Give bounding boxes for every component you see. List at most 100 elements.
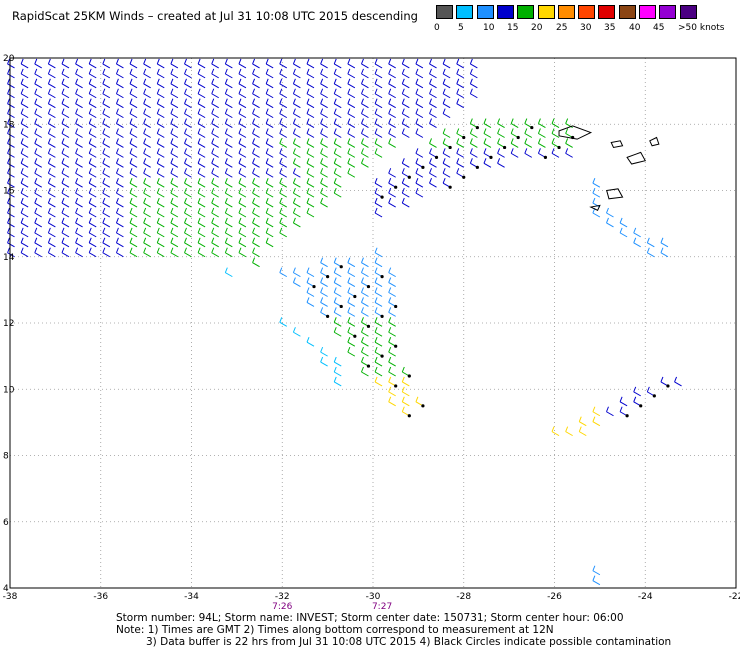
wind-barb	[347, 277, 356, 287]
wind-barb	[537, 128, 546, 138]
wind-barb	[75, 178, 83, 188]
wind-barb	[320, 356, 328, 367]
wind-barb	[333, 158, 342, 168]
wind-barb	[360, 337, 369, 347]
wind-barb	[20, 227, 29, 238]
wind-barb	[7, 158, 15, 168]
wind-barb	[456, 128, 466, 140]
wind-barb	[115, 197, 124, 208]
wind-barb	[279, 88, 288, 99]
wind-barb	[442, 78, 451, 89]
wind-barb	[7, 207, 15, 218]
wind-barb	[129, 227, 138, 238]
y-tick-label: 18	[3, 120, 15, 130]
wind-barb	[429, 98, 437, 109]
wind-barb	[143, 197, 151, 208]
wind-barb	[497, 138, 507, 150]
wind-barb	[360, 68, 369, 79]
colorbar-label: 30	[580, 23, 592, 33]
wind-barb	[156, 217, 165, 228]
wind-barb	[347, 307, 356, 317]
wind-barb	[156, 168, 165, 178]
wind-barb	[279, 58, 288, 69]
contamination-dot	[366, 324, 371, 328]
wind-barb	[388, 356, 396, 367]
wind-barb	[34, 58, 43, 69]
wind-barb	[129, 168, 138, 178]
wind-barb	[143, 247, 151, 258]
wind-barb	[143, 207, 151, 218]
wind-barb	[374, 58, 383, 69]
wind-barb	[170, 118, 179, 128]
wind-barb	[415, 178, 424, 188]
contamination-dot	[462, 175, 466, 179]
wind-barb	[252, 217, 260, 228]
x-tick-label: -34	[184, 592, 199, 602]
wind-barb	[347, 138, 356, 148]
colorbar-swatch	[456, 5, 474, 19]
colorbar-swatch	[557, 5, 575, 19]
contamination-dot	[652, 394, 656, 398]
wind-barb	[34, 98, 43, 109]
wind-barb	[197, 247, 206, 258]
wind-barb	[47, 197, 56, 208]
wind-barb	[442, 138, 452, 150]
wind-barb	[88, 58, 97, 69]
wind-barb	[388, 78, 396, 89]
wind-barb	[360, 277, 371, 289]
wind-barb	[347, 327, 357, 338]
wind-barb	[646, 237, 655, 248]
wind-barb	[34, 217, 43, 228]
wind-barb	[102, 88, 111, 99]
wind-barb	[88, 98, 97, 109]
wind-barb	[75, 88, 83, 99]
wind-barb	[102, 138, 111, 148]
wind-barb	[551, 118, 560, 128]
wind-barb	[20, 158, 29, 168]
wind-barb	[238, 227, 247, 238]
wind-barb	[211, 148, 219, 158]
wind-barb	[170, 237, 179, 248]
wind-barb	[197, 108, 206, 119]
wind-barb	[61, 68, 70, 79]
wind-barb	[265, 227, 274, 238]
wind-barb	[415, 78, 424, 89]
wind-barb	[129, 158, 138, 168]
wind-barb	[333, 356, 342, 367]
wind-barb	[265, 128, 274, 138]
wind-barb	[333, 267, 342, 278]
wind-barb	[170, 168, 179, 178]
wind-barb	[20, 247, 29, 258]
colorbar-swatch	[578, 5, 596, 19]
wind-barb	[211, 108, 219, 119]
wind-barb	[415, 108, 424, 119]
island-4	[589, 204, 601, 212]
contamination-dot	[380, 354, 384, 358]
wind-barb	[592, 406, 601, 417]
wind-barb	[388, 168, 396, 178]
wind-barb	[333, 128, 342, 138]
wind-barb	[129, 207, 138, 218]
wind-barb	[47, 68, 56, 79]
wind-barb	[47, 128, 56, 138]
wind-barb	[143, 78, 151, 89]
wind-barb	[279, 138, 288, 148]
wind-barb	[374, 327, 383, 337]
wind-barb	[224, 237, 233, 248]
wind-barb	[88, 108, 97, 119]
wind-barb	[143, 108, 151, 119]
wind-barb	[61, 178, 70, 188]
island-1	[558, 125, 593, 140]
wind-barb	[388, 58, 396, 69]
wind-barb	[224, 138, 233, 148]
wind-barb	[61, 138, 70, 148]
wind-barb	[401, 376, 410, 387]
wind-barb	[401, 158, 410, 168]
wind-barb	[551, 128, 560, 138]
contamination-dot	[394, 344, 398, 348]
wind-barb	[170, 247, 179, 258]
plot-frame	[9, 57, 737, 589]
wind-barb	[374, 118, 383, 128]
wind-barb	[306, 297, 315, 307]
colorbar-swatch	[436, 5, 453, 19]
